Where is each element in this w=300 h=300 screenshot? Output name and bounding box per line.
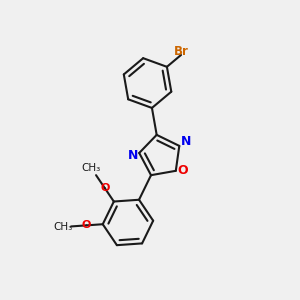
Text: O: O [177,164,188,177]
Text: CH₃: CH₃ [53,222,72,232]
Text: N: N [128,149,138,162]
Text: O: O [82,220,91,230]
Text: O: O [100,183,110,193]
Text: Br: Br [174,45,188,58]
Text: N: N [181,135,191,148]
Text: CH₃: CH₃ [82,163,101,173]
